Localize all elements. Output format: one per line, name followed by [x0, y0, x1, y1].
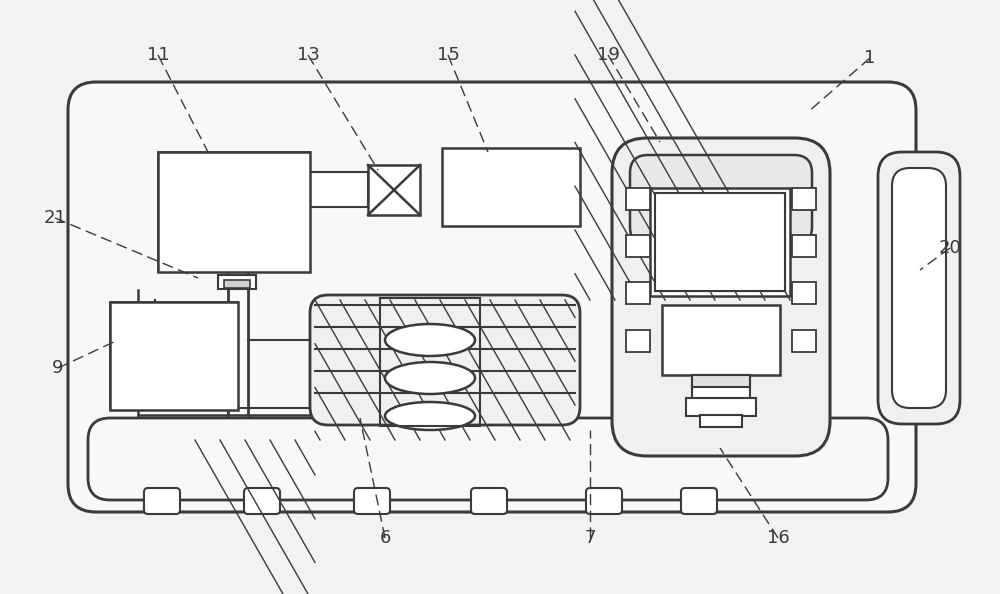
Text: 15: 15 — [437, 46, 459, 64]
Bar — [158, 152, 310, 272]
Bar — [650, 188, 790, 296]
Text: 21: 21 — [44, 209, 66, 227]
Bar — [792, 330, 816, 352]
FancyBboxPatch shape — [88, 418, 888, 500]
FancyBboxPatch shape — [630, 155, 812, 245]
Bar — [626, 188, 650, 210]
Bar — [792, 235, 816, 257]
Bar — [158, 152, 310, 272]
Text: 9: 9 — [52, 359, 64, 377]
FancyBboxPatch shape — [878, 152, 960, 424]
Bar — [110, 302, 238, 410]
Bar — [792, 282, 816, 304]
Bar — [626, 282, 650, 304]
Bar — [655, 193, 785, 291]
Bar — [626, 330, 650, 352]
Bar — [626, 235, 650, 257]
Text: 6: 6 — [379, 529, 391, 547]
Text: 16: 16 — [767, 529, 789, 547]
Bar — [686, 398, 756, 416]
Bar — [368, 165, 420, 215]
Text: 13: 13 — [297, 46, 319, 64]
FancyBboxPatch shape — [144, 488, 180, 514]
Bar — [700, 415, 742, 427]
Bar — [792, 188, 816, 210]
Bar — [442, 148, 580, 226]
FancyBboxPatch shape — [681, 488, 717, 514]
Bar — [662, 305, 780, 375]
FancyBboxPatch shape — [244, 488, 280, 514]
Text: 1: 1 — [864, 49, 876, 67]
Bar — [692, 375, 750, 403]
FancyBboxPatch shape — [310, 295, 580, 425]
Text: 20: 20 — [939, 239, 961, 257]
FancyBboxPatch shape — [892, 168, 946, 408]
Bar — [224, 280, 250, 288]
FancyBboxPatch shape — [68, 82, 916, 512]
Ellipse shape — [385, 362, 475, 394]
Bar — [110, 302, 238, 410]
Bar — [655, 193, 785, 291]
Bar — [692, 375, 750, 387]
FancyBboxPatch shape — [586, 488, 622, 514]
Bar — [218, 275, 256, 289]
Bar — [380, 298, 480, 426]
Bar — [310, 172, 368, 207]
FancyBboxPatch shape — [471, 488, 507, 514]
FancyBboxPatch shape — [612, 138, 830, 456]
Text: 19: 19 — [597, 46, 619, 64]
FancyBboxPatch shape — [354, 488, 390, 514]
Ellipse shape — [385, 402, 475, 430]
Text: 7: 7 — [584, 529, 596, 547]
Ellipse shape — [385, 324, 475, 356]
Text: 11: 11 — [147, 46, 169, 64]
